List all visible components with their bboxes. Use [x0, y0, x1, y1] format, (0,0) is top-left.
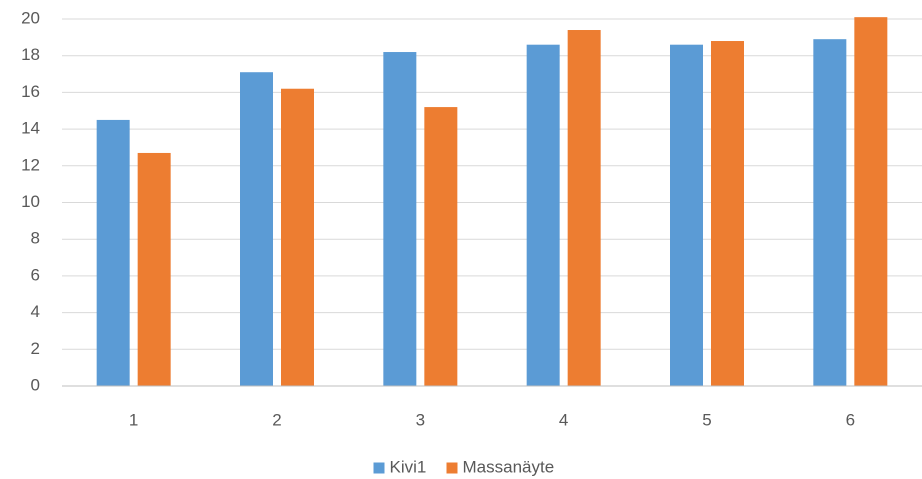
bar-massan-yte-1: [137, 152, 171, 386]
bar-massan-yte-6: [854, 17, 888, 386]
y-tick-label: 14: [21, 119, 40, 138]
y-tick-label: 12: [21, 155, 40, 174]
y-tick-label: 16: [21, 82, 40, 101]
y-tick-label: 4: [31, 302, 40, 321]
x-tick-label: 6: [846, 410, 855, 429]
x-tick-label: 3: [416, 410, 425, 429]
bar-kivi1-4: [526, 44, 560, 386]
y-tick-label: 8: [31, 229, 40, 248]
bar-massan-yte-4: [567, 30, 601, 386]
bar-kivi1-2: [240, 72, 273, 386]
y-tick-label: 20: [21, 8, 40, 27]
bar-kivi1-6: [813, 39, 847, 387]
legend-swatch: [446, 462, 458, 474]
bar-massan-yte-2: [281, 88, 314, 386]
y-tick-label: 10: [21, 192, 40, 211]
y-tick-label: 2: [31, 339, 40, 358]
bars: [96, 17, 888, 387]
gridlines: [62, 18, 922, 350]
x-axis-ticks: 1 2 3 4 5 6: [129, 410, 855, 429]
y-tick-label: 18: [21, 45, 40, 64]
bar-massan-yte-3: [424, 107, 458, 386]
legend: Kivi1 Massanäyte: [373, 457, 555, 476]
x-tick-label: 1: [129, 410, 138, 429]
y-axis-ticks: 0 2 4 6 8 10 12 14 16 18 20: [21, 8, 40, 394]
legend-swatch: [373, 462, 385, 474]
legend-label: Massanäyte: [463, 457, 555, 476]
bar-kivi1-5: [670, 44, 703, 386]
x-tick-label: 4: [559, 410, 568, 429]
y-tick-label: 0: [31, 375, 40, 394]
bar-kivi1-3: [383, 52, 417, 386]
bar-kivi1-1: [96, 119, 130, 387]
bar-massan-yte-5: [711, 41, 744, 387]
x-tick-label: 5: [702, 410, 711, 429]
y-tick-label: 6: [31, 265, 40, 284]
legend-label: Kivi1: [390, 457, 427, 476]
x-tick-label: 2: [272, 410, 281, 429]
